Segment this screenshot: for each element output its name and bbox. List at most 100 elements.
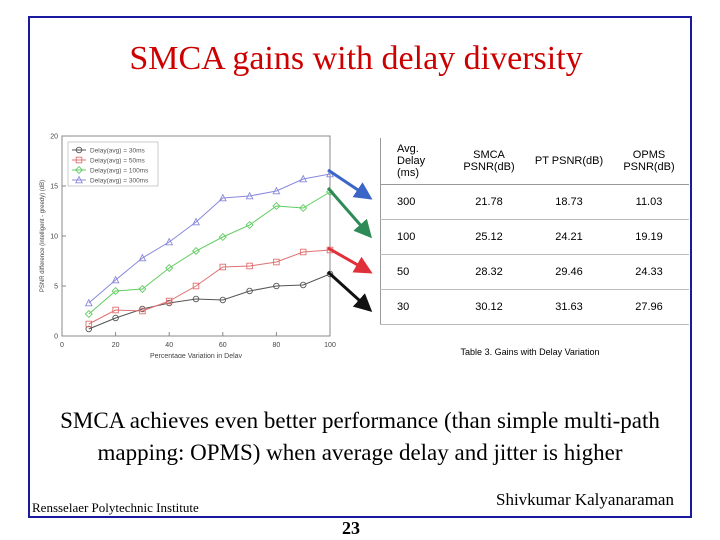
table-row: 30 30.12 31.63 27.96 [380, 289, 689, 325]
pointer-arrow [327, 246, 373, 274]
table-cell: 25.12 [449, 219, 529, 255]
legend-label: Delay(avg) = 30ms [90, 148, 145, 155]
data-point [273, 258, 280, 266]
data-point [299, 174, 308, 183]
data-point [326, 270, 334, 278]
y-tick-label: 15 [50, 184, 58, 191]
legend-label: Delay(avg) = 50ms [90, 158, 145, 165]
data-point [272, 186, 281, 195]
data-point [219, 263, 227, 271]
table-cell: 28.32 [449, 254, 529, 290]
data-point [299, 248, 307, 256]
table-cell: 24.21 [529, 219, 609, 255]
x-tick-label: 60 [219, 342, 227, 349]
psnr-line-chart: 0 20 40 60 80 100 0 5 10 15 20 Percentage Variation… [40, 134, 336, 359]
table-cell: 31.63 [529, 289, 609, 325]
table-cell: 50 [380, 254, 449, 290]
data-point [192, 217, 200, 226]
data-point [246, 287, 253, 295]
pointer-arrow [326, 187, 372, 239]
data-point [138, 253, 147, 262]
series-line [88, 191, 331, 315]
chart-legend: Delay(avg) = 30ms Delay(avg) = 50ms Delay(… [67, 141, 159, 187]
data-point [245, 191, 254, 200]
pointer-arrow [326, 270, 373, 313]
legend-label: Delay(avg) = 100ms [90, 168, 149, 175]
data-point [218, 193, 227, 202]
gains-table: Avg. Delay (ms) SMCA PSNR(dB) PT PSNR(dB… [380, 138, 689, 325]
data-point [299, 281, 307, 289]
data-point [111, 275, 120, 284]
table-cell: 24.33 [609, 254, 689, 290]
header-opms: OPMS PSNR(dB) [609, 138, 689, 185]
page-number: 23 [342, 518, 360, 538]
series-line [88, 173, 331, 304]
legend-item: Delay(avg) = 300ms [72, 175, 149, 185]
header-avg-delay: Avg. Delay (ms) [380, 138, 449, 185]
data-point [75, 156, 83, 164]
data-point [192, 282, 200, 290]
table-row: 300 21.78 18.73 11.03 [380, 184, 689, 220]
header-pt: PT PSNR(dB) [529, 138, 609, 185]
data-point [111, 286, 120, 296]
data-point [85, 320, 93, 328]
header-smca: SMCA PSNR(dB) [449, 138, 529, 185]
data-point [165, 237, 174, 246]
data-point [192, 295, 200, 303]
series-4 [84, 169, 334, 307]
data-point [191, 246, 201, 256]
data-point [299, 203, 308, 213]
data-point [218, 232, 227, 242]
y-tick-label: 20 [50, 134, 58, 141]
data-point [84, 298, 93, 307]
data-point [112, 314, 119, 322]
chart-axes: 0 20 40 60 80 100 0 5 10 15 20 Percentage Variation… [40, 134, 336, 359]
table-cell: 27.96 [609, 289, 689, 325]
pointer-arrow [327, 168, 373, 200]
data-point [273, 282, 280, 290]
body-text: SMCA achieves even better performance (t… [60, 408, 660, 465]
table-caption: Table 3. Gains with Delay Variation [460, 347, 600, 357]
table-cell: 29.46 [529, 254, 609, 290]
legend-label: Delay(avg) = 300ms [90, 178, 149, 185]
table-cell: 100 [380, 219, 449, 255]
data-point [165, 297, 173, 305]
table-cell: 21.78 [449, 184, 529, 220]
y-axis-label: PSNR difference (intelligent - greedy) (… [40, 180, 46, 292]
series-arrows [326, 168, 373, 313]
series-group [84, 169, 335, 333]
author-footer: Shivkumar Kalyanaraman [496, 490, 674, 509]
table-cell: 11.03 [609, 184, 689, 220]
series-line [88, 249, 331, 325]
series-2 [85, 246, 334, 328]
y-tick-label: 10 [50, 234, 58, 241]
table-cell: 30.12 [449, 289, 529, 325]
table-cell: 18.73 [529, 184, 609, 220]
data-point [75, 146, 83, 154]
data-point [272, 201, 281, 211]
data-point [84, 309, 93, 319]
table-header-row: Avg. Delay (ms) SMCA PSNR(dB) PT PSNR(dB… [380, 138, 689, 185]
data-point [165, 263, 174, 273]
legend-box [67, 141, 159, 187]
y-tick-label: 5 [54, 284, 58, 291]
series-line [88, 273, 331, 330]
x-tick-label: 40 [165, 342, 173, 349]
table-cell: 19.19 [609, 219, 689, 255]
data-point [246, 262, 253, 270]
y-tick-label: 0 [54, 334, 58, 341]
table-cell: 300 [380, 184, 449, 220]
x-tick-label: 100 [324, 342, 336, 349]
data-point [74, 165, 84, 175]
slide-title: SMCA gains with delay diversity [129, 40, 583, 77]
data-point [139, 307, 146, 315]
table-row: 100 25.12 24.21 19.19 [380, 219, 689, 255]
legend-item: Delay(avg) = 50ms [72, 156, 145, 165]
table-cell: 30 [380, 289, 449, 325]
data-point [219, 296, 227, 304]
x-tick-label: 80 [273, 342, 281, 349]
institution-footer: Rensselaer Polytechnic Institute [32, 500, 199, 515]
table-row: 50 28.32 29.46 24.33 [380, 254, 689, 290]
data-point [112, 306, 119, 314]
data-point [85, 325, 93, 333]
